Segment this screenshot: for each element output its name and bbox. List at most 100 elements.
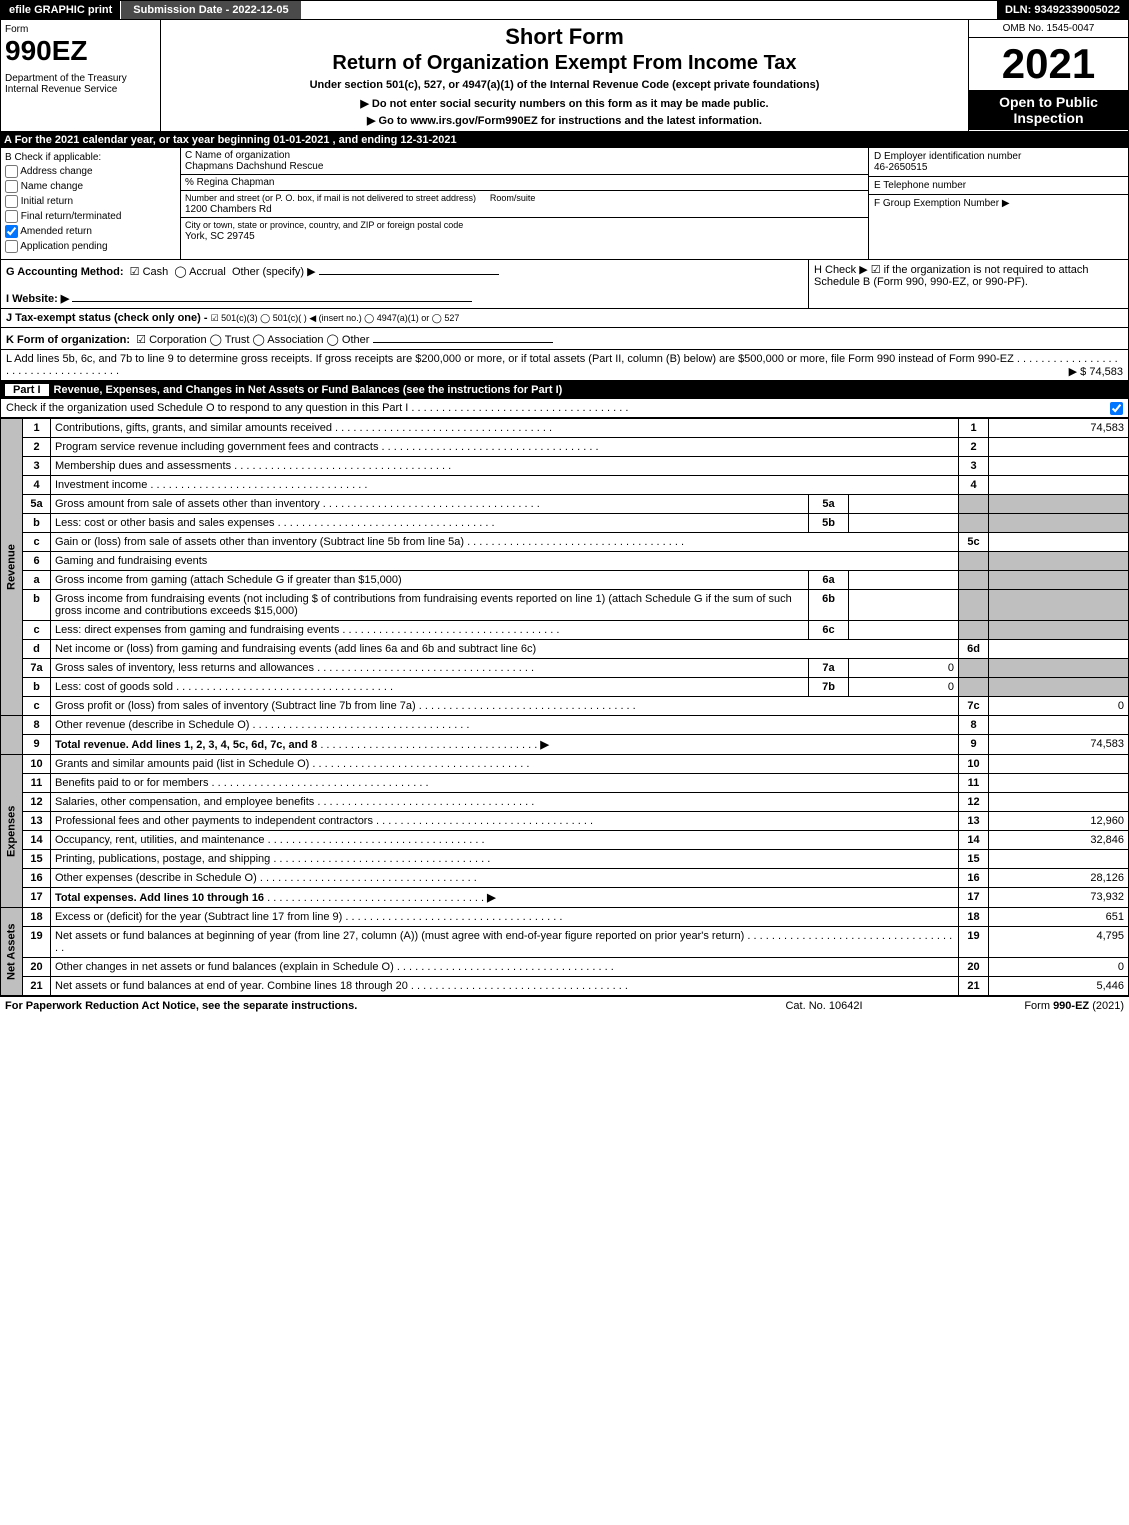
sections-b-f: B Check if applicable: Address change Na…: [0, 148, 1129, 260]
line-10-value: [989, 755, 1129, 774]
line-6a-desc: Gross income from gaming (attach Schedul…: [55, 574, 402, 586]
dln-label: DLN: 93492339005022: [997, 1, 1128, 19]
schedule-o-check-text: Check if the organization used Schedule …: [6, 402, 408, 414]
line-1-desc: Contributions, gifts, grants, and simila…: [55, 422, 332, 434]
final-return-checkbox[interactable]: [5, 210, 18, 223]
line-5c-value: [989, 533, 1129, 552]
line-4-value: [989, 476, 1129, 495]
line-3-value: [989, 457, 1129, 476]
line-5c-desc: Gain or (loss) from sale of assets other…: [55, 536, 464, 548]
form-number: 990EZ: [5, 35, 156, 67]
line-14-desc: Occupancy, rent, utilities, and maintena…: [55, 834, 265, 846]
line-13-value: 12,960: [989, 812, 1129, 831]
line-17-value: 73,932: [989, 888, 1129, 908]
sections-g-h: G Accounting Method: ☑ Cash ◯ Accrual Ot…: [0, 260, 1129, 309]
city-label: City or town, state or province, country…: [185, 220, 463, 230]
g-label: G Accounting Method:: [6, 266, 124, 278]
line-7b-value: 0: [849, 678, 959, 697]
line-7c-desc: Gross profit or (loss) from sales of inv…: [55, 700, 416, 712]
line-7a-value: 0: [849, 659, 959, 678]
initial-return-checkbox[interactable]: [5, 195, 18, 208]
return-title: Return of Organization Exempt From Incom…: [165, 52, 964, 75]
k-options: ☑ Corporation ◯ Trust ◯ Association ◯ Ot…: [136, 334, 369, 346]
line-3-desc: Membership dues and assessments: [55, 460, 231, 472]
k-label: K Form of organization:: [6, 334, 130, 346]
address-change-checkbox[interactable]: [5, 165, 18, 178]
line-9-value: 74,583: [989, 735, 1129, 755]
part-i-label: Part I: [4, 383, 50, 397]
line-6d-desc: Net income or (loss) from gaming and fun…: [55, 643, 536, 655]
top-bar: efile GRAPHIC print Submission Date - 20…: [0, 0, 1129, 20]
cat-no: Cat. No. 10642I: [724, 1000, 924, 1012]
net-assets-side-label: Net Assets: [1, 908, 23, 996]
i-website-label: I Website: ▶: [6, 293, 69, 305]
schedule-o-checkbox[interactable]: [1110, 402, 1123, 415]
l-text: L Add lines 5b, 6c, and 7b to line 9 to …: [6, 353, 1014, 365]
c-name-label: C Name of organization: [185, 150, 290, 161]
org-name: Chapmans Dachshund Rescue: [185, 161, 323, 172]
form-version: Form 990-EZ (2021): [924, 1000, 1124, 1012]
form-word: Form: [5, 24, 156, 35]
section-k: K Form of organization: ☑ Corporation ◯ …: [0, 328, 1129, 350]
line-6b-desc: Gross income from fundraising events (no…: [55, 593, 792, 617]
line-21-value: 5,446: [989, 977, 1129, 996]
under-section: Under section 501(c), 527, or 4947(a)(1)…: [165, 79, 964, 91]
part-i-header: Part I Revenue, Expenses, and Changes in…: [0, 381, 1129, 399]
part-i-table: Revenue 1 Contributions, gifts, grants, …: [0, 418, 1129, 996]
line-6a-value: [849, 571, 959, 590]
amended-return-label: Amended return: [20, 226, 92, 237]
line-2-value: [989, 438, 1129, 457]
form-header: Form 990EZ Department of the Treasury In…: [0, 20, 1129, 132]
line-1-value: 74,583: [989, 419, 1129, 438]
open-to-public: Open to Public Inspection: [969, 90, 1128, 130]
amended-return-checkbox[interactable]: [5, 225, 18, 238]
sections-d-e-f: D Employer identification number 46-2650…: [868, 148, 1128, 259]
short-form-title: Short Form: [165, 24, 964, 50]
goto-link[interactable]: ▶ Go to www.irs.gov/Form990EZ for instru…: [165, 114, 964, 127]
paperwork-notice: For Paperwork Reduction Act Notice, see …: [5, 1000, 724, 1012]
line-5b-desc: Less: cost or other basis and sales expe…: [55, 517, 275, 529]
line-2-desc: Program service revenue including govern…: [55, 441, 378, 453]
addr-label: Number and street (or P. O. box, if mail…: [185, 193, 476, 203]
section-h: H Check ▶ ☑ if the organization is not r…: [808, 260, 1128, 308]
line-5b-value: [849, 514, 959, 533]
line-8-value: [989, 716, 1129, 735]
section-c: C Name of organization Chapmans Dachshun…: [181, 148, 868, 259]
line-7c-value: 0: [989, 697, 1129, 716]
line-4-desc: Investment income: [55, 479, 147, 491]
section-a: A For the 2021 calendar year, or tax yea…: [0, 132, 1129, 148]
line-12-desc: Salaries, other compensation, and employ…: [55, 796, 314, 808]
section-b: B Check if applicable: Address change Na…: [1, 148, 181, 259]
line-19-desc: Net assets or fund balances at beginning…: [55, 930, 744, 942]
line-11-desc: Benefits paid to or for members: [55, 777, 208, 789]
line-5a-value: [849, 495, 959, 514]
line-11-value: [989, 774, 1129, 793]
line-21-desc: Net assets or fund balances at end of ye…: [55, 980, 408, 992]
line-15-desc: Printing, publications, postage, and shi…: [55, 853, 270, 865]
submission-date: Submission Date - 2022-12-05: [121, 1, 300, 19]
l-amount: ▶ $ 74,583: [1069, 365, 1123, 378]
final-return-label: Final return/terminated: [21, 211, 122, 222]
line-6d-value: [989, 640, 1129, 659]
line-9-desc: Total revenue. Add lines 1, 2, 3, 4, 5c,…: [55, 739, 317, 751]
line-6-desc: Gaming and fundraising events: [51, 552, 959, 571]
expenses-side-label: Expenses: [1, 755, 23, 908]
section-l: L Add lines 5b, 6c, and 7b to line 9 to …: [0, 350, 1129, 381]
line-19-value: 4,795: [989, 927, 1129, 958]
omb-number: OMB No. 1545-0047: [969, 20, 1128, 38]
e-phone-label: E Telephone number: [874, 180, 966, 191]
application-pending-checkbox[interactable]: [5, 240, 18, 253]
name-change-label: Name change: [21, 181, 83, 192]
efile-print-button[interactable]: efile GRAPHIC print: [1, 1, 121, 19]
line-12-value: [989, 793, 1129, 812]
ein-value: 46-2650515: [874, 162, 927, 173]
revenue-side-label: Revenue: [1, 419, 23, 716]
line-no: 1: [23, 419, 51, 438]
line-15-value: [989, 850, 1129, 869]
line-20-value: 0: [989, 958, 1129, 977]
application-pending-label: Application pending: [20, 241, 107, 252]
part-i-check-line: Check if the organization used Schedule …: [0, 399, 1129, 418]
line-7b-desc: Less: cost of goods sold: [55, 681, 173, 693]
name-change-checkbox[interactable]: [5, 180, 18, 193]
address-change-label: Address change: [20, 166, 92, 177]
